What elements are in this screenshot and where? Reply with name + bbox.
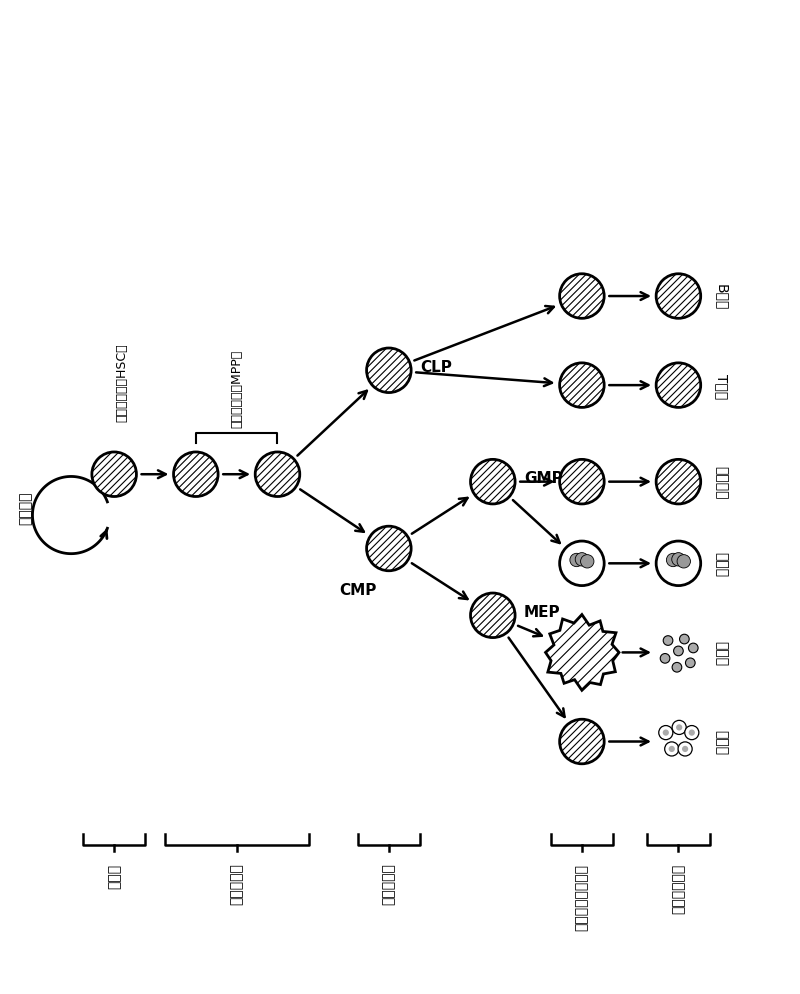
Text: 血小板: 血小板 <box>714 640 729 665</box>
Circle shape <box>662 730 669 736</box>
Circle shape <box>658 726 673 740</box>
Circle shape <box>581 555 594 569</box>
Text: 巨噬细胞: 巨噬细胞 <box>714 465 729 499</box>
Text: 多能祖细胞: 多能祖细胞 <box>230 863 244 905</box>
Circle shape <box>666 554 680 568</box>
Text: T细胞: T细胞 <box>714 373 729 399</box>
Circle shape <box>672 553 685 567</box>
Text: 干细胞: 干细胞 <box>107 863 121 888</box>
Text: CLP: CLP <box>420 360 452 375</box>
Text: 造血干细胞（HSC）: 造血干细胞（HSC） <box>115 343 128 421</box>
Circle shape <box>672 721 686 735</box>
Circle shape <box>656 460 701 504</box>
Text: 粒细胞: 粒细胞 <box>714 552 729 577</box>
Text: GMP: GMP <box>524 471 562 486</box>
Circle shape <box>669 746 675 752</box>
Circle shape <box>656 542 701 586</box>
Circle shape <box>470 460 515 504</box>
Text: MEP: MEP <box>524 604 561 619</box>
Text: CMP: CMP <box>339 582 376 597</box>
Text: 成熟效应细胞: 成熟效应细胞 <box>671 863 686 912</box>
Text: 多能祖细胞（MPP）: 多能祖细胞（MPP） <box>230 349 243 427</box>
Text: B细胞: B细胞 <box>714 283 729 310</box>
Circle shape <box>366 527 411 572</box>
Circle shape <box>570 554 583 568</box>
Circle shape <box>679 634 689 644</box>
Text: 自我更新: 自我更新 <box>18 491 32 525</box>
Circle shape <box>560 364 604 408</box>
Circle shape <box>686 658 695 668</box>
Circle shape <box>685 726 699 740</box>
Text: 红细胞: 红细胞 <box>714 730 729 754</box>
Circle shape <box>560 720 604 764</box>
Circle shape <box>560 542 604 586</box>
Circle shape <box>689 643 698 653</box>
Circle shape <box>470 593 515 638</box>
Circle shape <box>255 452 300 497</box>
Circle shape <box>366 349 411 394</box>
Circle shape <box>660 654 670 664</box>
Circle shape <box>174 452 218 497</box>
Circle shape <box>560 460 604 504</box>
Circle shape <box>663 636 673 646</box>
Circle shape <box>678 743 692 756</box>
Text: 谱系限制性祖细胞: 谱系限制性祖细胞 <box>575 863 589 929</box>
Circle shape <box>656 364 701 408</box>
Circle shape <box>682 746 688 752</box>
Circle shape <box>665 743 678 756</box>
Circle shape <box>672 663 682 672</box>
Circle shape <box>575 553 589 567</box>
Circle shape <box>676 725 682 731</box>
Circle shape <box>656 274 701 319</box>
Circle shape <box>674 646 683 656</box>
Polygon shape <box>546 615 619 691</box>
Circle shape <box>677 555 690 569</box>
Circle shape <box>560 274 604 319</box>
Circle shape <box>92 452 137 497</box>
Text: 寡能祖细胞: 寡能祖细胞 <box>382 863 396 905</box>
Circle shape <box>689 730 695 736</box>
